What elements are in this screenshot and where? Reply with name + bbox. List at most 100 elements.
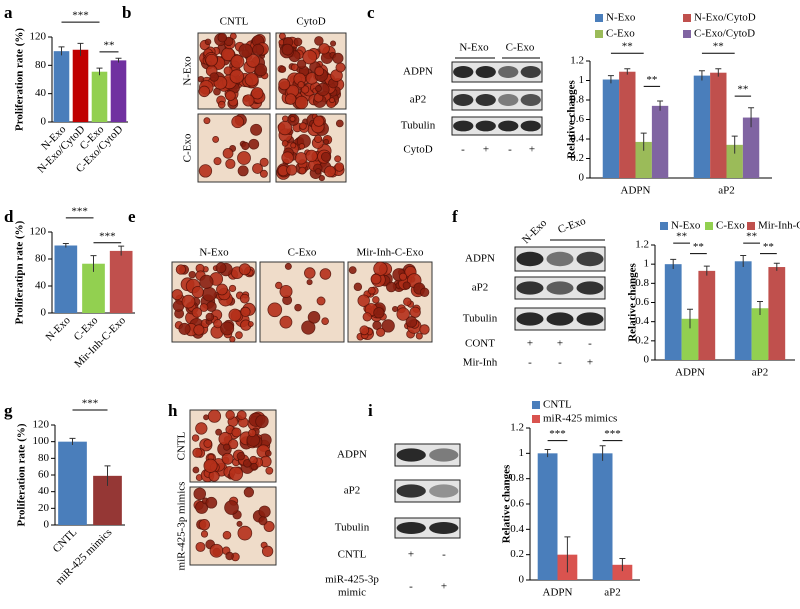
- blot-band: [396, 448, 426, 462]
- bar: [742, 117, 760, 178]
- x-tick-label: ADPN: [675, 367, 705, 379]
- lipid-droplet: [238, 263, 251, 276]
- lipid-droplet: [237, 525, 253, 541]
- lipid-droplet: [251, 87, 264, 100]
- bar: [592, 453, 613, 580]
- y-tick-label: 0: [519, 574, 525, 586]
- lipid-droplet: [250, 462, 258, 471]
- lipid-droplet: [178, 322, 191, 335]
- error-bar: [703, 265, 710, 276]
- lipid-droplet: [225, 90, 236, 101]
- legend-label: N-Exo/CytoD: [694, 12, 756, 24]
- error-bar: [118, 245, 125, 256]
- bar: [58, 441, 87, 525]
- lipid-droplet: [213, 319, 223, 329]
- lipid-droplet: [236, 451, 246, 461]
- legend-label: N-Exo: [606, 12, 636, 24]
- condition-mark: +: [587, 357, 593, 369]
- condition-mark: -: [558, 357, 562, 369]
- lipid-droplet: [323, 138, 330, 145]
- lipid-droplet: [237, 151, 251, 165]
- condition-mark: -: [508, 144, 512, 156]
- lipid-droplet: [225, 551, 234, 561]
- lipid-droplet: [198, 519, 211, 531]
- y-tick-label: 80: [38, 452, 50, 464]
- blot-band: [546, 281, 574, 295]
- lipid-droplet: [241, 141, 250, 151]
- lipid-droplet: [278, 78, 291, 91]
- significance-label: **: [693, 241, 704, 253]
- blot-band: [396, 522, 426, 534]
- lipid-droplet: [193, 487, 206, 501]
- lipid-droplet: [209, 72, 219, 82]
- lipid-droplet: [290, 142, 297, 149]
- blot-band: [475, 66, 496, 78]
- significance-label: **: [104, 39, 115, 51]
- lipid-droplet: [275, 281, 283, 290]
- lipid-droplet: [399, 272, 408, 281]
- x-tick-label: ADPN: [543, 587, 573, 599]
- lipid-droplet: [405, 316, 418, 328]
- lipid-droplet: [335, 119, 344, 128]
- lipid-droplet: [298, 143, 306, 150]
- y-tick-label: 1: [579, 74, 585, 86]
- lipid-droplet: [419, 287, 430, 297]
- lipid-droplet: [205, 312, 215, 322]
- legend-swatch: [532, 401, 540, 409]
- lipid-droplet: [304, 267, 316, 279]
- lipid-droplet: [314, 134, 323, 143]
- lipid-droplet: [181, 294, 196, 309]
- significance-label: **: [713, 41, 724, 53]
- error-bar: [657, 100, 664, 111]
- condition-mark: +: [527, 338, 533, 350]
- blot-strip: [451, 61, 543, 83]
- legend-swatch: [705, 222, 713, 230]
- column-label: Mir-Inh-C-Exo: [357, 247, 424, 259]
- lipid-droplet: [278, 65, 287, 73]
- lipid-droplet: [217, 32, 228, 43]
- error-bar: [731, 135, 738, 154]
- bar: [109, 250, 133, 313]
- blot-band: [520, 66, 541, 78]
- significance-label: **: [737, 84, 748, 96]
- lipid-droplet: [171, 289, 183, 301]
- column-label: CytoD: [296, 16, 325, 28]
- error-bar: [748, 107, 755, 128]
- error-bar: [640, 132, 647, 151]
- lipid-droplet: [248, 138, 260, 150]
- protein-label: Tubulin: [335, 522, 370, 534]
- lipid-droplet: [248, 428, 257, 438]
- lipid-droplet: [290, 63, 299, 72]
- lipid-droplet: [385, 281, 397, 293]
- error-bar: [698, 70, 705, 81]
- lipid-droplet: [334, 162, 345, 172]
- condition-mark: +: [441, 581, 447, 593]
- blot-band: [576, 251, 604, 267]
- lipid-droplet: [224, 500, 239, 515]
- lipid-droplet: [402, 281, 411, 290]
- condition-label: mimic: [338, 587, 366, 599]
- error-bar: [670, 258, 677, 269]
- lipid-droplet: [296, 59, 307, 69]
- y-tick-label: 0.6: [570, 113, 584, 125]
- column-label: N-Exo: [199, 247, 229, 259]
- column-label: C-Exo: [288, 247, 317, 259]
- condition-mark: -: [588, 338, 592, 350]
- error-bar: [619, 557, 626, 572]
- condition-label: CNTL: [338, 549, 367, 561]
- protein-label: ADPN: [403, 66, 433, 78]
- lipid-droplet: [199, 274, 214, 289]
- lipid-droplet: [335, 62, 346, 73]
- y-tick-label: 0.4: [635, 315, 649, 327]
- lipid-droplet: [315, 85, 322, 92]
- y-tick-label: 120: [30, 31, 47, 43]
- lipid-droplet: [197, 75, 205, 83]
- y-tick-label: 1.2: [510, 422, 524, 434]
- lipid-droplet: [281, 151, 294, 164]
- condition-mark: -: [409, 581, 413, 593]
- blot-band: [498, 94, 519, 106]
- blot-band: [396, 484, 426, 498]
- y-tick-label: 0.4: [510, 523, 524, 535]
- bar: [91, 71, 108, 122]
